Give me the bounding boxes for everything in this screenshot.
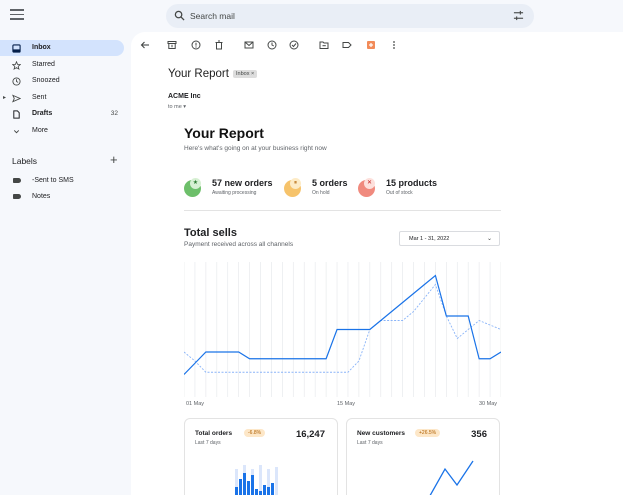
date-range-select[interactable]: Mar 1 - 31, 2022 ⌄: [399, 231, 500, 246]
x-tick-label: 15 May: [337, 401, 356, 407]
total-orders-card: Total orders -6.8% Last 7 days 16,247: [184, 418, 338, 495]
add-to-tasks-icon[interactable]: [366, 40, 376, 50]
back-arrow-icon[interactable]: [140, 40, 150, 50]
move-to-icon[interactable]: [319, 40, 329, 50]
sidebar-label-notes[interactable]: Notes: [0, 189, 124, 205]
card-change-badge: -6.8%: [244, 429, 266, 437]
top-bar: [0, 0, 623, 32]
sidebar-item-drafts[interactable]: Drafts 32: [0, 106, 124, 122]
stat-caption: On hold: [312, 190, 330, 196]
sales-title: Total sells: [184, 227, 237, 239]
section-divider: [184, 210, 501, 211]
orders-mini-bar-chart: [235, 465, 278, 495]
sidebar-item-sent[interactable]: ▸ Sent: [0, 90, 124, 106]
inbox-label-chip[interactable]: Inbox ×: [233, 70, 258, 78]
sidebar: Inbox Starred Snoozed ▸ Sent Drafts 32 M…: [0, 40, 130, 200]
label-as-icon[interactable]: [342, 40, 352, 50]
card-value: 356: [471, 429, 487, 440]
mark-unread-icon[interactable]: [244, 40, 254, 50]
archive-icon[interactable]: [167, 40, 177, 50]
label-name: Notes: [32, 193, 51, 200]
stat-caption: Out of stock: [386, 190, 413, 196]
drafts-count: 32: [110, 110, 118, 117]
stat-caption: Awaiting processing: [212, 190, 257, 196]
snooze-icon[interactable]: [267, 40, 277, 50]
sidebar-item-label: Sent: [32, 93, 47, 101]
close-badge-icon: ✕: [364, 178, 375, 189]
sales-line-chart: [184, 262, 501, 397]
draft-icon: [13, 110, 20, 119]
sidebar-item-label: Snoozed: [32, 77, 60, 84]
search-bar[interactable]: [166, 4, 534, 28]
recipients-toggle[interactable]: to me ▾: [168, 104, 187, 110]
label-icon: [13, 194, 21, 199]
card-change-badge: +26.5%: [415, 429, 441, 437]
card-subtitle: Last 7 days: [357, 440, 383, 446]
date-range-value: Mar 1 - 31, 2022: [409, 236, 450, 242]
labels-heading: Labels: [12, 156, 38, 166]
sidebar-item-label: Starred: [32, 60, 55, 68]
card-value: 16,247: [295, 429, 325, 440]
sales-subtitle: Payment received across all channels: [184, 241, 294, 248]
sidebar-item-more[interactable]: More: [0, 123, 124, 139]
email-subject: Your Report: [168, 68, 229, 80]
label-icon: [13, 178, 21, 183]
pause-badge-icon: ⏸: [290, 178, 301, 189]
sidebar-item-snoozed[interactable]: Snoozed: [0, 73, 124, 89]
star-icon: [12, 60, 21, 70]
sidebar-item-label: More: [32, 126, 48, 134]
send-icon: [12, 93, 21, 103]
card-subtitle: Last 7 days: [195, 440, 221, 446]
search-options-icon[interactable]: [513, 10, 524, 21]
sidebar-label-sent-to-sms[interactable]: -Sent to SMS: [0, 173, 124, 189]
more-options-icon[interactable]: [389, 40, 399, 50]
search-icon: [174, 10, 185, 21]
card-title: New customers: [357, 430, 406, 437]
x-tick-label: 01 May: [186, 401, 205, 407]
report-subtitle: Here's what's going on at your business …: [184, 145, 327, 152]
card-title: Total orders: [195, 430, 233, 437]
x-tick-label: 30 May: [479, 401, 498, 407]
search-input[interactable]: [190, 7, 490, 25]
label-name: -Sent to SMS: [32, 177, 74, 184]
main-menu-icon[interactable]: [10, 9, 24, 21]
inbox-icon: [12, 44, 21, 53]
message-view: Your Report Inbox × ACME Inc to me ▾ You…: [131, 32, 623, 495]
add-label-icon[interactable]: +: [110, 152, 118, 167]
stat-value: 57 new orders: [212, 178, 273, 188]
sidebar-item-label: Drafts: [32, 110, 53, 117]
sidebar-item-inbox[interactable]: Inbox: [0, 40, 124, 56]
stat-value: 5 orders: [312, 178, 348, 188]
clock-icon: [12, 77, 21, 86]
sender-name: ACME Inc: [168, 93, 201, 100]
customers-mini-line-chart: [429, 460, 474, 495]
delete-icon[interactable]: [214, 40, 224, 50]
chart-series-2: [184, 283, 501, 373]
report-spam-icon[interactable]: [191, 40, 201, 50]
report-title: Your Report: [184, 125, 264, 141]
add-task-icon[interactable]: [289, 40, 299, 50]
chart-series-1: [184, 274, 501, 375]
stat-value: 15 products: [386, 178, 438, 188]
new-customers-card: New customers +26.5% Last 7 days 356: [346, 418, 500, 495]
sidebar-item-starred[interactable]: Starred: [0, 57, 124, 73]
star-badge-icon: ★: [190, 178, 201, 189]
expand-arrow-icon[interactable]: ▸: [3, 94, 7, 101]
chevron-down-icon: ⌄: [486, 236, 492, 242]
sidebar-item-label: Inbox: [32, 44, 51, 51]
chevron-down-icon: [13, 129, 20, 133]
